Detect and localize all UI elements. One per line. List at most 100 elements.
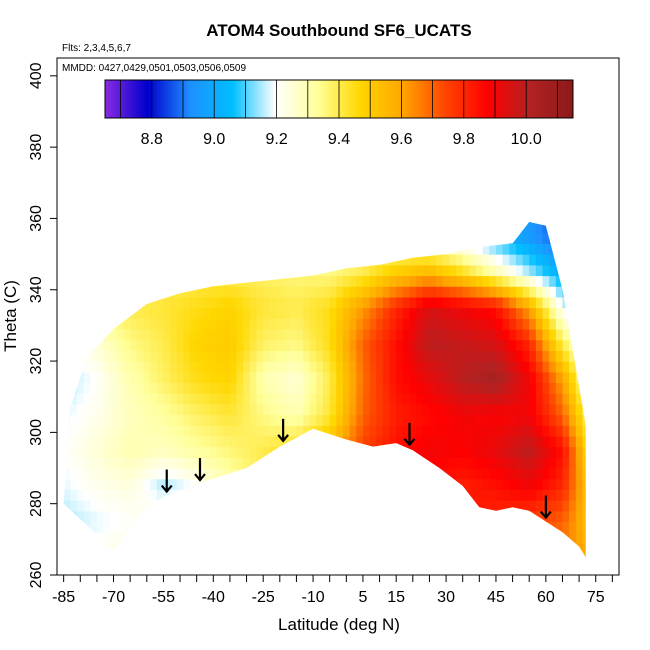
heatmap-cell <box>556 190 563 201</box>
heatmap-cell <box>416 478 424 490</box>
heatmap-cell <box>416 500 424 512</box>
heatmap-cell <box>536 179 543 190</box>
heatmap-cell <box>323 222 331 223</box>
heatmap-cell <box>343 190 350 201</box>
heatmap-cell <box>515 500 524 512</box>
heatmap-cell <box>602 136 609 147</box>
heatmap-cell <box>263 169 270 180</box>
heatmap-cell <box>362 350 371 362</box>
heatmap-cell <box>515 222 524 234</box>
heatmap-cell <box>602 372 609 383</box>
heatmap-cell <box>190 382 198 394</box>
heatmap-cell <box>276 286 284 298</box>
heatmap-cell <box>509 478 517 490</box>
heatmap-cell <box>489 254 497 266</box>
heatmap-cell <box>456 318 464 330</box>
heatmap-cell <box>562 243 570 255</box>
heatmap-cell <box>283 232 291 244</box>
heatmap-cell <box>522 339 530 351</box>
heatmap-cell <box>596 543 603 554</box>
heatmap-cell <box>296 468 304 480</box>
heatmap-cell <box>489 169 496 180</box>
heatmap-cell <box>522 307 530 319</box>
heatmap-cell <box>150 307 158 319</box>
heatmap-cell <box>176 275 184 287</box>
heatmap-cell <box>190 286 198 298</box>
heatmap-cell <box>522 435 530 448</box>
heatmap-cell <box>489 158 496 169</box>
heatmap-cell <box>523 201 530 212</box>
heatmap-cell <box>582 361 586 373</box>
heatmap-cell <box>343 222 351 223</box>
heatmap-cell <box>116 232 125 244</box>
heatmap-cell <box>277 169 284 180</box>
heatmap-cell <box>516 62 523 73</box>
heatmap-cell <box>250 158 257 169</box>
heatmap-cell <box>402 478 411 490</box>
heatmap-cell <box>469 510 477 523</box>
heatmap-cell <box>150 371 158 384</box>
heatmap-cell <box>316 232 324 244</box>
heatmap-cell <box>509 222 517 234</box>
heatmap-cell <box>376 339 384 351</box>
heatmap-cell <box>197 158 204 169</box>
heatmap-cell <box>243 468 251 480</box>
heatmap-cell <box>289 275 298 287</box>
heatmap-cell <box>529 201 536 212</box>
heatmap-cell <box>176 350 184 362</box>
heatmap-cell <box>330 158 337 169</box>
heatmap-cell <box>216 264 224 277</box>
heatmap-cell <box>509 201 516 212</box>
heatmap-cell <box>329 254 337 266</box>
heatmap-cell <box>203 500 211 512</box>
heatmap-cell <box>150 468 158 480</box>
heatmap-cell <box>402 275 411 287</box>
heatmap-cell <box>589 415 596 426</box>
heatmap-cell <box>529 393 537 405</box>
heatmap-cell <box>363 51 370 62</box>
heatmap-cell <box>389 510 397 523</box>
heatmap-cell <box>356 222 364 234</box>
heatmap-cell <box>329 329 337 341</box>
heatmap-cell <box>449 521 457 533</box>
heatmap-cell <box>203 489 211 501</box>
heatmap-cell <box>449 435 457 448</box>
heatmap-cell <box>130 51 137 62</box>
heatmap-cell <box>402 339 411 351</box>
heatmap-cell <box>535 339 544 351</box>
heatmap-cell <box>463 201 470 212</box>
heatmap-cell <box>263 532 271 544</box>
heatmap-cell <box>70 115 77 126</box>
heatmap-cell <box>143 489 151 501</box>
heatmap-cell <box>602 522 609 533</box>
heatmap-cell <box>196 542 204 555</box>
heatmap-cell <box>176 510 184 523</box>
heatmap-cell <box>376 350 384 362</box>
heatmap-cell <box>596 179 603 190</box>
heatmap-cell <box>369 521 377 533</box>
heatmap-cell <box>156 414 165 426</box>
heatmap-cell <box>489 286 497 298</box>
heatmap-cell <box>515 468 524 480</box>
heatmap-cell <box>183 126 190 137</box>
heatmap-cell <box>596 201 603 212</box>
heatmap-cell <box>230 179 237 190</box>
heatmap-cell <box>496 435 504 448</box>
dates-note: MMDD: 0427,0429,0501,0503,0506,0509 <box>62 63 246 74</box>
heatmap-cell <box>296 403 304 416</box>
heatmap-cell <box>196 318 204 330</box>
heatmap-cell <box>370 136 377 147</box>
heatmap-cell <box>216 500 224 512</box>
heatmap-cell <box>243 286 251 298</box>
heatmap-cell <box>276 264 284 277</box>
heatmap-cell <box>456 500 464 512</box>
heatmap-cell <box>77 468 85 480</box>
heatmap-cell <box>90 254 98 266</box>
heatmap-cell <box>562 500 570 512</box>
heatmap-cell <box>156 435 165 448</box>
heatmap-cell <box>90 243 98 255</box>
heatmap-cell <box>190 201 197 212</box>
heatmap-cell <box>356 542 364 555</box>
heatmap-cell <box>123 553 131 558</box>
heatmap-cell <box>143 286 151 298</box>
